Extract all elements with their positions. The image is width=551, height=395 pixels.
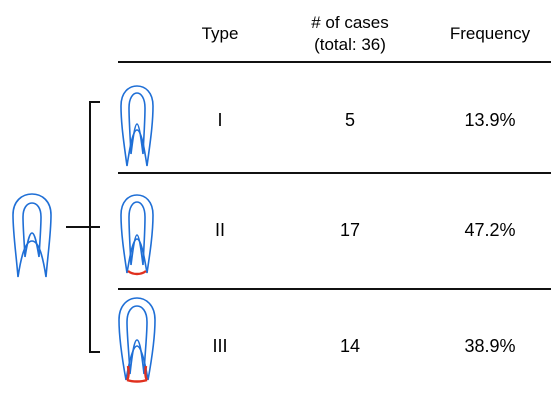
tooth-outer-outline bbox=[12, 193, 52, 278]
tree-bracket bbox=[89, 101, 100, 353]
tooth-type-3-icon bbox=[118, 297, 156, 383]
tooth-root-icon bbox=[12, 193, 52, 278]
row-1-type: I bbox=[217, 110, 223, 130]
header-type: Type bbox=[201, 24, 239, 43]
row-2-frequency: 47.2% bbox=[464, 220, 516, 240]
rule-header bbox=[118, 61, 551, 63]
rule-row-2 bbox=[118, 288, 551, 290]
header-cases-line2: (total: 36) bbox=[314, 35, 386, 54]
tooth-type-1-icon bbox=[120, 85, 154, 167]
rule-row-1 bbox=[118, 172, 551, 174]
header-cases-line1: # of cases bbox=[311, 13, 389, 32]
apex-highlight-icon bbox=[125, 365, 149, 383]
row-2-cases: 17 bbox=[339, 220, 361, 240]
row-3-frequency: 38.9% bbox=[464, 336, 516, 356]
row-1-cases: 5 bbox=[344, 110, 355, 130]
apex-highlight-icon bbox=[127, 270, 147, 276]
tooth-type-2-icon bbox=[120, 194, 154, 276]
row-3-type: III bbox=[212, 336, 228, 356]
tooth-inner-canal bbox=[22, 202, 42, 258]
row-3-cases: 14 bbox=[339, 336, 361, 356]
row-1-frequency: 13.9% bbox=[464, 110, 516, 130]
row-2-type: II bbox=[214, 220, 225, 240]
header-frequency: Frequency bbox=[449, 24, 531, 43]
